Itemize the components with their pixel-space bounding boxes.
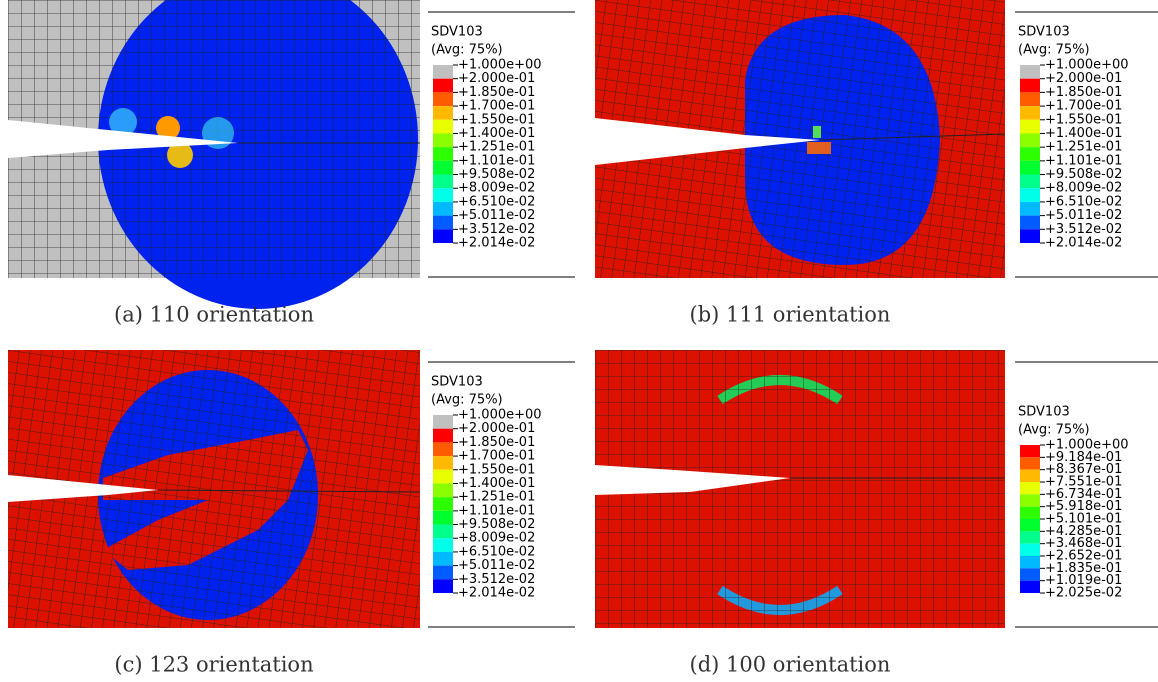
panel-image — [595, 350, 1005, 628]
panel-image — [8, 350, 420, 628]
legend-swatch — [433, 120, 453, 134]
legend-swatch — [1020, 457, 1040, 469]
legend-swatch — [1020, 106, 1040, 120]
legend-label: +2.014e-02 — [458, 586, 535, 601]
legend-swatch — [433, 175, 453, 189]
legend-swatch — [433, 79, 453, 93]
legend-swatch — [1020, 507, 1040, 519]
legend-swatch — [433, 147, 453, 161]
legend-swatch — [433, 429, 453, 443]
legend-swatch — [1020, 161, 1040, 175]
legend-swatch — [433, 538, 453, 552]
legend-swatch — [1020, 470, 1040, 482]
legend-swatch — [433, 161, 453, 175]
legend-swatch — [433, 188, 453, 202]
legend-swatch — [433, 579, 453, 593]
figure: SDV103(Avg: 75%)+1.000e+00+2.000e-01+1.8… — [0, 0, 1158, 682]
legend-swatch — [1020, 519, 1040, 531]
legend-subtitle: (Avg: 75%) — [431, 393, 503, 408]
legend-label: +2.014e-02 — [458, 236, 535, 251]
legend-swatch — [433, 525, 453, 539]
legend-swatch — [1020, 133, 1040, 147]
caption: (b) 111 orientation — [690, 303, 891, 327]
legend-swatch — [433, 229, 453, 243]
panel-image — [595, 0, 1005, 278]
legend-swatch — [1020, 531, 1040, 543]
legend-swatch — [1020, 120, 1040, 134]
legend-subtitle: (Avg: 75%) — [1018, 423, 1090, 438]
legend-swatch — [1020, 147, 1040, 161]
legend-swatch — [1020, 65, 1040, 79]
legend-swatch — [433, 65, 453, 79]
legend-swatch — [1020, 556, 1040, 568]
legend-title: SDV103 — [1018, 405, 1070, 420]
panel-image — [8, 0, 420, 309]
legend-swatch — [433, 106, 453, 120]
legend-title: SDV103 — [431, 375, 483, 390]
legend-subtitle: (Avg: 75%) — [1018, 43, 1090, 58]
legend-swatch — [433, 216, 453, 230]
legend-swatch — [433, 202, 453, 216]
legend-swatch — [1020, 92, 1040, 106]
legend-swatch — [1020, 544, 1040, 556]
legend-swatch — [433, 456, 453, 470]
legend-swatch — [1020, 229, 1040, 243]
legend-swatch — [1020, 445, 1040, 457]
legend-title: SDV103 — [431, 25, 483, 40]
legend-swatch — [1020, 216, 1040, 230]
legend-swatch — [433, 511, 453, 525]
legend-swatch — [433, 470, 453, 484]
legend-swatch — [1020, 482, 1040, 494]
legend-swatch — [433, 442, 453, 456]
legend-swatch — [1020, 175, 1040, 189]
legend-swatch — [1020, 79, 1040, 93]
legend-swatch — [1020, 581, 1040, 593]
legend-swatch — [433, 483, 453, 497]
legend-swatch — [433, 133, 453, 147]
legend-swatch — [1020, 568, 1040, 580]
caption: (c) 123 orientation — [114, 653, 313, 677]
legend-swatch — [1020, 494, 1040, 506]
legend-swatch — [433, 566, 453, 580]
legend-swatch — [433, 92, 453, 106]
legend-swatch — [1020, 202, 1040, 216]
legend-swatch — [433, 497, 453, 511]
legend-swatch — [433, 552, 453, 566]
legend-label: +2.025e-02 — [1045, 586, 1122, 601]
caption: (a) 110 orientation — [114, 303, 314, 327]
legend-label: +2.014e-02 — [1045, 236, 1122, 251]
legend-swatch — [433, 415, 453, 429]
legend-subtitle: (Avg: 75%) — [431, 43, 503, 58]
legend-title: SDV103 — [1018, 25, 1070, 40]
caption: (d) 100 orientation — [690, 653, 891, 677]
legend-swatch — [1020, 188, 1040, 202]
